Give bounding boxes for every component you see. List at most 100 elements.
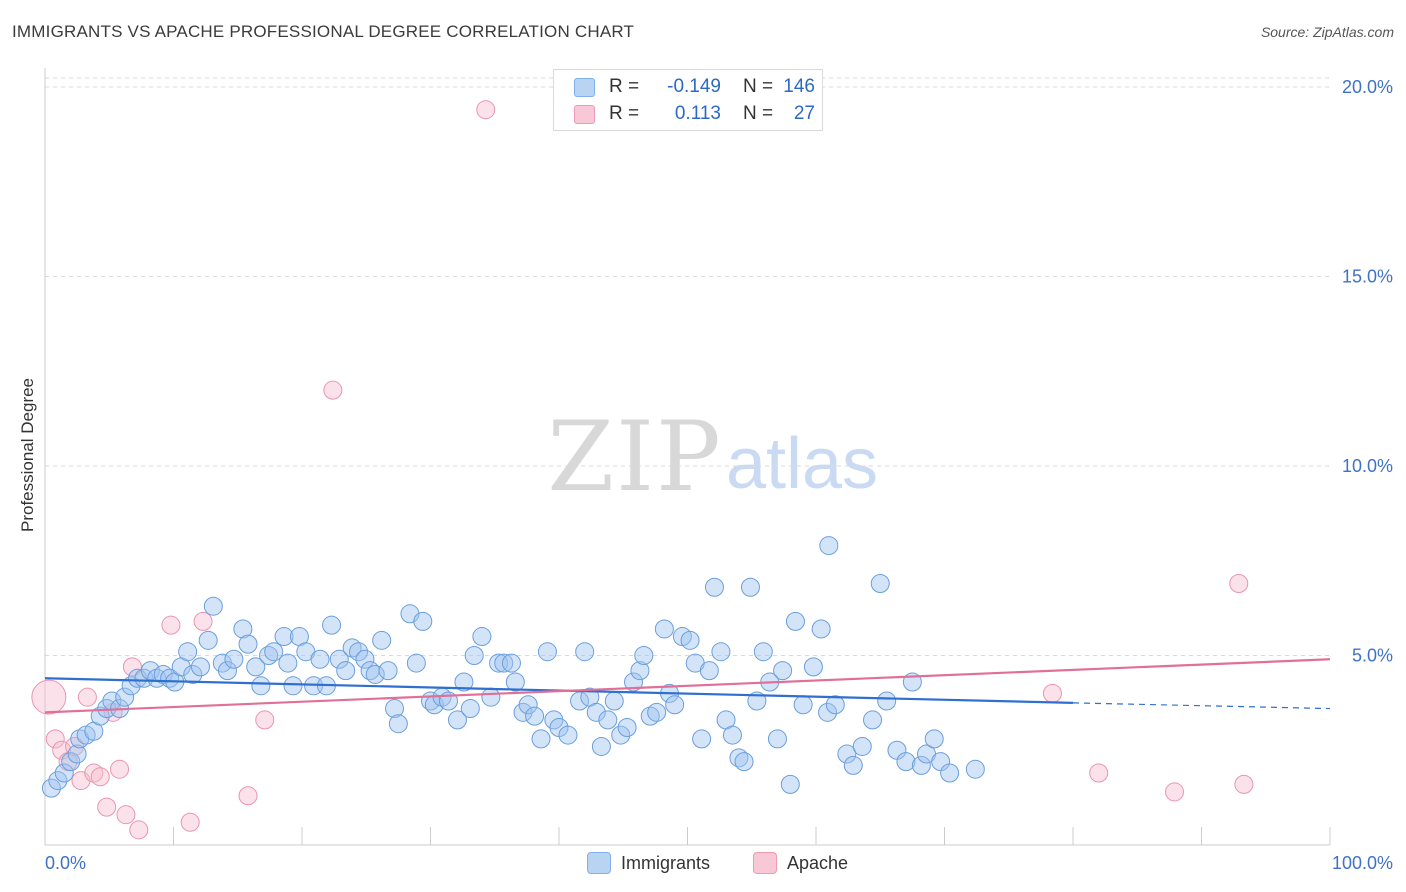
legend-n-label: N =	[743, 103, 774, 124]
immigrants-point	[665, 695, 685, 715]
immigrants-point	[611, 725, 631, 745]
apache-point	[323, 380, 343, 400]
immigrants-point	[472, 627, 492, 647]
immigrants-point	[811, 619, 831, 639]
immigrants-point	[940, 763, 960, 783]
immigrants-point	[531, 729, 551, 749]
immigrants-point	[773, 661, 793, 681]
apache-point	[180, 812, 200, 832]
immigrants-point	[965, 759, 985, 779]
immigrants-point	[198, 630, 218, 650]
legend-r-label: R =	[609, 103, 640, 124]
immigrants-point	[342, 638, 362, 658]
immigrants-point	[699, 661, 719, 681]
immigrants-point	[54, 763, 74, 783]
apache-point	[1234, 774, 1254, 794]
apache-point	[110, 759, 130, 779]
immigrants-point	[447, 710, 467, 730]
immigrants-point	[460, 699, 480, 719]
immigrants-point	[190, 657, 210, 677]
legend-item-immigrants[interactable]: Immigrants	[587, 852, 710, 874]
legend-swatch-apache	[574, 104, 595, 124]
immigrants-point	[877, 691, 897, 711]
immigrants-point	[385, 699, 405, 719]
legend-row-apache: R = 0.113 N = 27	[574, 102, 815, 126]
chart-title: IMMIGRANTS VS APACHE PROFESSIONAL DEGREE…	[12, 22, 635, 41]
y-tick-label: 5.0%	[1352, 645, 1393, 665]
immigrants-point	[283, 676, 303, 696]
apache-trend-line	[44, 658, 1331, 714]
apache-point	[116, 805, 136, 825]
immigrants-point	[896, 752, 916, 772]
immigrants-point	[183, 664, 203, 684]
immigrants-point	[630, 661, 650, 681]
immigrants-point	[692, 729, 712, 749]
immigrants-point	[153, 664, 173, 684]
immigrants-point	[505, 672, 525, 692]
immigrants-point	[825, 695, 845, 715]
immigrants-label: Immigrants	[621, 852, 711, 873]
immigrants-point	[734, 752, 754, 772]
immigrants-point	[203, 596, 223, 616]
source-label: Source: ZipAtlas.com	[1260, 24, 1394, 40]
immigrants-point	[722, 725, 742, 745]
immigrants-point	[372, 630, 392, 650]
immigrants-point	[598, 710, 618, 730]
apache-point	[255, 710, 275, 730]
immigrants-point	[378, 661, 398, 681]
immigrants-point	[634, 645, 654, 665]
immigrants-point	[481, 687, 501, 707]
immigrants-point	[67, 744, 87, 764]
y-tick-label: 15.0%	[1342, 266, 1393, 286]
immigrants-point	[413, 611, 433, 631]
immigrants-point	[48, 771, 68, 791]
immigrants-point	[575, 642, 595, 662]
immigrants-point	[924, 729, 944, 749]
immigrants-point	[803, 657, 823, 677]
immigrants-point	[365, 664, 385, 684]
immigrants-point	[767, 729, 787, 749]
immigrants-point	[680, 630, 700, 650]
immigrants-point	[740, 577, 760, 597]
immigrants-point	[178, 642, 198, 662]
x-tick-label-max: 100.0%	[1332, 853, 1393, 873]
immigrants-point	[558, 725, 578, 745]
immigrants-point	[843, 755, 863, 775]
apache-point	[45, 729, 65, 749]
immigrants-point	[264, 642, 284, 662]
immigrants-point	[310, 649, 330, 669]
series-legend: Immigrants Apache	[0, 852, 1406, 878]
immigrants-point	[753, 642, 773, 662]
legend-item-apache[interactable]: Apache	[753, 852, 848, 874]
immigrants-point	[852, 736, 872, 756]
legend-n-label: N =	[743, 76, 774, 97]
apache-point	[238, 786, 258, 806]
immigrants-point	[819, 536, 839, 556]
immigrants-point	[336, 661, 356, 681]
immigrants-point	[61, 752, 81, 772]
immigrants-point	[537, 642, 557, 662]
immigrants-point	[464, 645, 484, 665]
apache-label: Apache	[787, 852, 849, 873]
immigrants-point	[90, 706, 110, 726]
immigrants-point	[911, 755, 931, 775]
apache-point	[97, 797, 117, 817]
immigrants-point	[780, 774, 800, 794]
immigrants-point	[224, 649, 244, 669]
immigrants-point	[617, 718, 637, 738]
immigrants-point	[518, 695, 538, 715]
immigrants-trend-extension	[1072, 702, 1331, 710]
apache-point	[161, 615, 181, 635]
immigrants-point	[837, 744, 857, 764]
immigrants-point	[278, 653, 298, 673]
immigrants-point	[217, 661, 237, 681]
x-tick-label-min: 0.0%	[45, 853, 86, 873]
apache-point	[476, 100, 496, 120]
immigrants-point	[501, 653, 521, 673]
apache-point	[31, 679, 67, 715]
immigrants-point	[274, 627, 294, 647]
immigrants-point	[233, 619, 253, 639]
immigrants-point	[406, 653, 426, 673]
correlation-legend: R = -0.149 N = 146 R = 0.113 N = 27	[553, 69, 823, 131]
